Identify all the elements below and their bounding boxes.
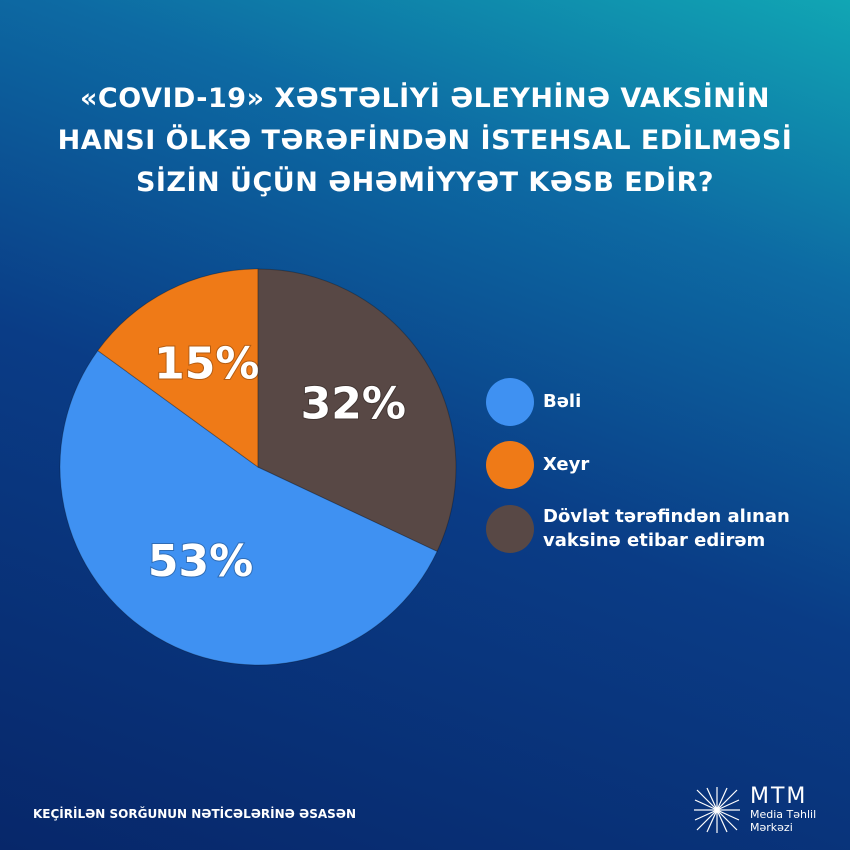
chart-title: «COVID-19» XƏSTƏLİYİ ƏLEYHİNƏ VAKSİNİN H…: [0, 78, 850, 204]
logo-icon: [694, 787, 740, 833]
legend-label: Bəli: [543, 391, 582, 412]
logo-text: Media Təhlil: [750, 808, 817, 821]
legend-label: Xeyr: [543, 454, 590, 475]
footnote: KEÇİRİLƏN SORĞUNUN NƏTİCƏLƏRİNƏ ƏSASƏN: [33, 807, 357, 821]
legend-swatch: [486, 378, 534, 426]
pie-slice: [257, 268, 457, 552]
legend-swatch: [486, 441, 534, 489]
logo: MTM Media Təhlil Mərkəzi: [750, 784, 817, 835]
value-label: 32%: [301, 379, 406, 430]
legend-swatch: [486, 505, 534, 553]
title-line: SİZİN ÜÇÜN ƏHƏMİYYƏT KƏSB EDİR?: [135, 167, 715, 198]
logo-text: Mərkəzi: [750, 821, 793, 834]
legend-label: Dövlət tərəfindən alınan vaksinə etibar …: [543, 506, 790, 551]
title-line: «COVID-19» XƏSTƏLİYİ ƏLEYHİNƏ VAKSİNİN: [79, 83, 771, 114]
value-label: 15%: [154, 338, 259, 389]
value-label: 53%: [148, 536, 253, 587]
pie-slice: [97, 268, 259, 468]
logo-name: MTM: [750, 784, 808, 809]
title-line: HANSI ÖLKƏ TƏRƏFİNDƏN İSTEHSAL EDİLMƏSİ: [57, 125, 793, 156]
pie-slice: [59, 349, 438, 666]
